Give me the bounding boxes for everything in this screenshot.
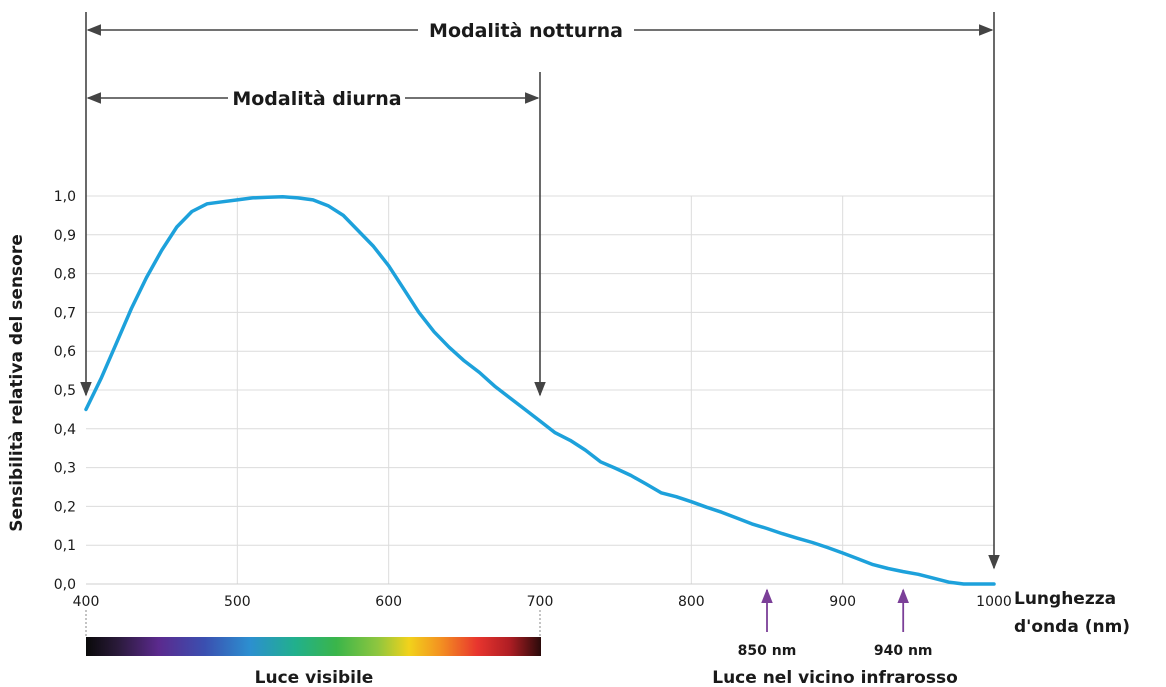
y-tick-label: 0,7 xyxy=(54,305,76,321)
wavelength-marker-label: 850 nm xyxy=(738,643,797,659)
visible-spectrum-bar xyxy=(86,637,541,656)
x-tick-label: 700 xyxy=(527,594,554,610)
x-tick-label: 800 xyxy=(678,594,705,610)
y-tick-label: 0,1 xyxy=(54,538,76,554)
x-tick-label: 900 xyxy=(829,594,856,610)
axes: 0,0 0,1 0,2 0,3 0,4 0,5 0,6 0,7 0,8 0,9 1,0 400 500 6… xyxy=(54,189,1012,637)
y-tick-label: 0,3 xyxy=(54,461,76,477)
y-tick-label: 0,8 xyxy=(54,267,76,283)
y-tick-label: 0,6 xyxy=(54,344,76,360)
near-infrared-label: Luce nel vicino infrarosso xyxy=(712,668,958,687)
y-axis-label: Sensibilità relativa del sensore xyxy=(7,234,27,532)
x-axis-label-line2: d'onda (nm) xyxy=(1014,617,1130,637)
wavelength-markers: 850 nm 940 nm xyxy=(738,588,933,659)
mode-ranges: Modalità notturna Modalità diurna xyxy=(80,12,1000,570)
y-tick-label: 1,0 xyxy=(54,189,76,205)
y-tick-label: 0,4 xyxy=(54,422,76,438)
x-tick-label: 500 xyxy=(224,594,251,610)
day-mode-label: Modalità diurna xyxy=(232,88,401,110)
night-mode-label: Modalità notturna xyxy=(429,20,623,42)
sensitivity-curve xyxy=(84,195,996,586)
x-tick-label: 1000 xyxy=(976,594,1012,610)
visible-light-label: Luce visibile xyxy=(255,668,374,687)
series xyxy=(84,195,996,586)
y-tick-label: 0,2 xyxy=(54,499,76,515)
x-tick-label: 600 xyxy=(375,594,402,610)
y-tick-label: 0,9 xyxy=(54,228,76,244)
x-tick-label: 400 xyxy=(73,594,100,610)
wavelength-marker-label: 940 nm xyxy=(874,643,933,659)
x-axis-label-line1: Lunghezza xyxy=(1014,589,1116,609)
y-tick-label: 0,0 xyxy=(54,577,76,593)
y-tick-label: 0,5 xyxy=(54,383,76,399)
